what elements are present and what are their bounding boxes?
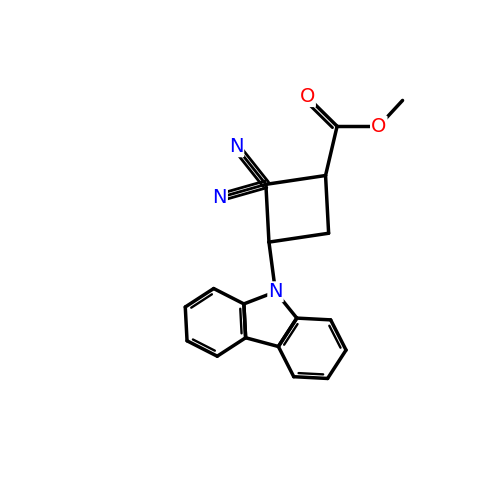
- Text: N: N: [228, 137, 243, 156]
- Text: N: N: [212, 188, 227, 207]
- Text: O: O: [371, 116, 386, 136]
- Text: O: O: [300, 87, 315, 106]
- Text: N: N: [212, 188, 227, 207]
- Text: O: O: [300, 87, 315, 106]
- Text: N: N: [268, 282, 283, 302]
- Text: N: N: [228, 137, 243, 156]
- Text: O: O: [371, 116, 386, 136]
